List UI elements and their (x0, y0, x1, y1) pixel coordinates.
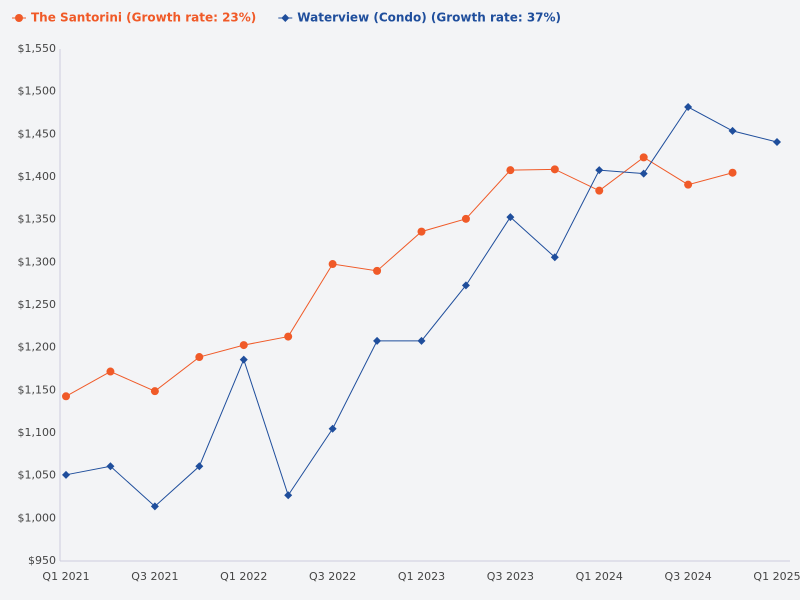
point (328, 260, 337, 269)
point (239, 355, 248, 364)
y-tick-label: $1,300 (18, 255, 57, 268)
point (281, 14, 290, 22)
y-tick-label: $1,000 (18, 511, 57, 524)
point (417, 227, 426, 236)
point (62, 470, 70, 479)
point (150, 387, 159, 396)
point (106, 367, 115, 376)
point (773, 138, 781, 147)
y-tick-label: $1,350 (18, 213, 57, 226)
point (239, 341, 248, 350)
point (195, 462, 204, 471)
y-tick-label: $1,450 (18, 127, 57, 140)
point (62, 392, 70, 401)
legend-text: Waterview (Condo) (Growth rate: 37%) (297, 11, 561, 25)
point (195, 353, 204, 362)
point (373, 336, 382, 345)
x-tick-label: Q3 2024 (665, 570, 712, 583)
point (506, 213, 515, 222)
point (461, 281, 470, 290)
point (550, 165, 559, 174)
x-tick-label: Q3 2023 (487, 570, 534, 583)
series-line (65, 156, 733, 397)
y-tick-label: $1,050 (18, 469, 57, 482)
y-tick-label: $1,500 (18, 85, 57, 98)
point (15, 14, 23, 22)
y-tick-label: $1,250 (18, 298, 57, 311)
series-line (65, 106, 778, 508)
point (506, 166, 515, 175)
point (684, 103, 693, 112)
point (550, 253, 559, 262)
point (150, 502, 159, 511)
point (684, 180, 693, 189)
point (728, 168, 737, 177)
x-tick-label: Q1 2025 (753, 570, 800, 583)
y-tick-label: $1,100 (18, 426, 57, 439)
point (417, 336, 426, 345)
x-tick-label: Q1 2021 (42, 570, 89, 583)
x-tick-label: Q3 2022 (309, 570, 356, 583)
point (639, 153, 648, 162)
legend-text: The Santorini (Growth rate: 23%) (31, 11, 256, 25)
point (595, 186, 604, 195)
y-tick-label: $1,400 (18, 170, 57, 183)
point (728, 126, 737, 135)
point (373, 266, 382, 275)
point (461, 214, 470, 223)
point (595, 166, 604, 175)
y-tick-label: $1,550 (18, 42, 57, 55)
x-tick-label: Q1 2024 (576, 570, 623, 583)
x-tick-label: Q1 2022 (220, 570, 267, 583)
x-tick-label: Q3 2021 (131, 570, 178, 583)
y-tick-label: $1,150 (18, 383, 57, 396)
point (284, 332, 293, 341)
y-tick-label: $1,200 (18, 341, 57, 354)
y-tick-label: $950 (28, 554, 56, 567)
x-tick-label: Q1 2023 (398, 570, 445, 583)
point (639, 169, 648, 178)
point (106, 462, 115, 471)
point (328, 424, 337, 433)
point (284, 491, 293, 500)
